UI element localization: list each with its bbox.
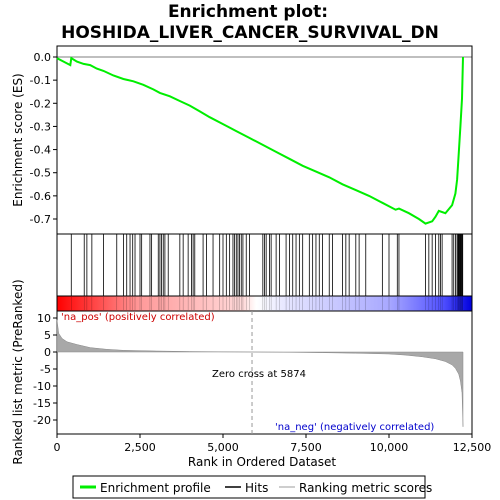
- metric-tick-label: 10: [37, 312, 51, 325]
- es-tick-label: -0.7: [30, 213, 51, 226]
- enrichment-profile-line: [56, 56, 464, 225]
- x-tick-label: 7,500: [290, 441, 322, 454]
- zero-cross-label: Zero cross at 5874: [212, 369, 306, 380]
- x-axis-ticks: 0 2,500 5,000 7,500 10,000 12,500: [54, 434, 492, 454]
- rank-bar-hit-marks: [71, 297, 463, 310]
- metric-y-axis-label: Ranked list metric (PreRanked): [11, 279, 25, 464]
- metric-tick-label: 0: [44, 346, 51, 359]
- metric-panel-frame: [56, 310, 473, 435]
- x-axis-label: Rank in Ordered Dataset: [188, 455, 336, 469]
- x-tick-label: 5,000: [207, 441, 239, 454]
- legend-metric-label: Ranking metric scores: [299, 481, 432, 495]
- es-panel-frame: [56, 45, 473, 235]
- x-tick-label: 2,500: [124, 441, 156, 454]
- legend: Enrichment profile Hits Ranking metric s…: [72, 475, 432, 499]
- metric-tick-label: -20: [33, 414, 51, 427]
- legend-enrichment-label: Enrichment profile: [100, 481, 211, 495]
- hit-marks: [70, 234, 464, 296]
- x-tick-label: 10,000: [370, 441, 409, 454]
- es-tick-label: -0.5: [30, 167, 51, 180]
- es-tick-label: -0.1: [30, 74, 51, 87]
- metric-tick-label: -10: [33, 380, 51, 393]
- metric-tick-label: -5: [40, 363, 51, 376]
- chart-title-line2: HOSHIDA_LIVER_CANCER_SURVIVAL_DN: [61, 23, 439, 43]
- legend-frame: [72, 475, 426, 499]
- es-tick-label: 0.0: [34, 51, 52, 64]
- legend-hits-label: Hits: [245, 481, 268, 495]
- negative-correlation-label: 'na_neg' (negatively correlated): [275, 422, 434, 433]
- es-y-axis-label: Enrichment score (ES): [11, 73, 25, 206]
- positive-correlation-label: 'na_pos' (positively correlated): [61, 312, 215, 323]
- metric-tick-label: 5: [44, 329, 51, 342]
- es-tick-label: -0.6: [30, 190, 51, 203]
- x-tick-label: 12,500: [453, 441, 492, 454]
- metric-tick-label: -15: [33, 397, 51, 410]
- es-tick-label: -0.2: [30, 97, 51, 110]
- es-y-axis-ticks: 0.0 -0.1 -0.2 -0.3 -0.4 -0.5 -0.6 -0.7: [30, 51, 57, 226]
- chart-title-line1: Enrichment plot:: [168, 2, 328, 22]
- es-tick-label: -0.4: [30, 144, 51, 157]
- x-tick-label: 0: [54, 441, 61, 454]
- ranking-metric-area: [56, 319, 464, 427]
- es-tick-label: -0.3: [30, 120, 51, 133]
- metric-y-axis-ticks: 10 5 0 -5 -10 -15 -20: [33, 312, 57, 427]
